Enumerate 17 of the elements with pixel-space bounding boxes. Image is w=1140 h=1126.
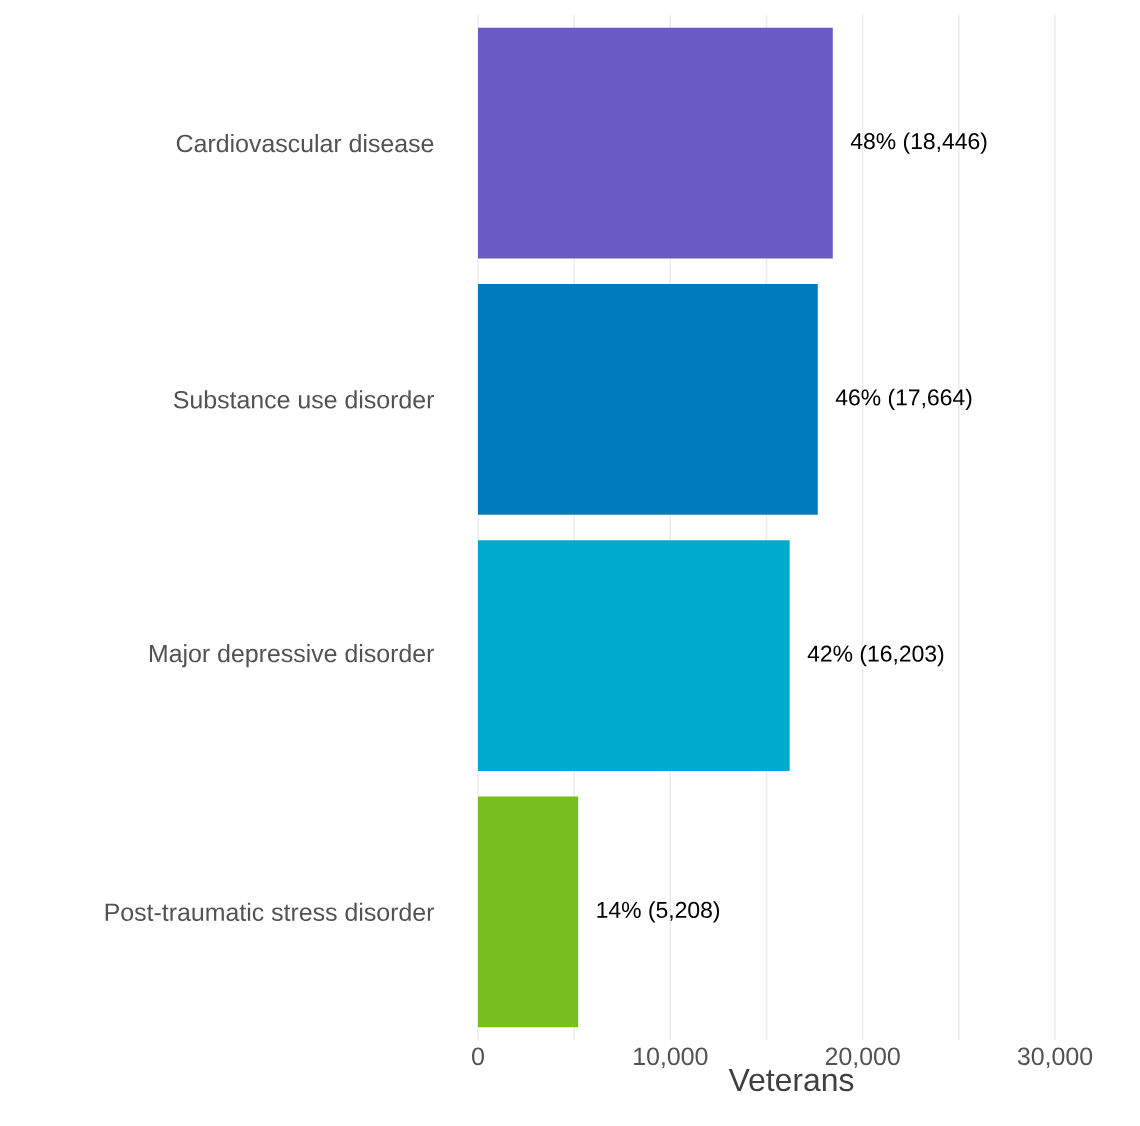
data-label: 42% (16,203) xyxy=(807,644,944,667)
y-tick-label: Cardiovascular disease xyxy=(176,134,434,153)
y-tick-label: Post-traumatic stress disorder xyxy=(105,902,435,922)
x-axis-title: Veterans xyxy=(728,1068,854,1092)
y-tick-label: Substance use disorder xyxy=(173,390,434,409)
bar xyxy=(478,796,579,1028)
bar xyxy=(478,27,833,259)
bar xyxy=(478,284,818,515)
x-tick-label: 20,000 xyxy=(825,1047,900,1069)
x-tick-label: 10,000 xyxy=(634,1047,708,1069)
x-tick-label: 30,000 xyxy=(1017,1047,1093,1069)
x-tick-label: 0 xyxy=(472,1047,484,1066)
data-label: 46% (17,664) xyxy=(835,388,972,411)
bar xyxy=(478,540,790,771)
data-label: 14% (5,208) xyxy=(597,901,720,923)
y-tick-label: Major depressive disorder xyxy=(149,644,434,668)
data-label: 48% (18,446) xyxy=(850,132,987,154)
